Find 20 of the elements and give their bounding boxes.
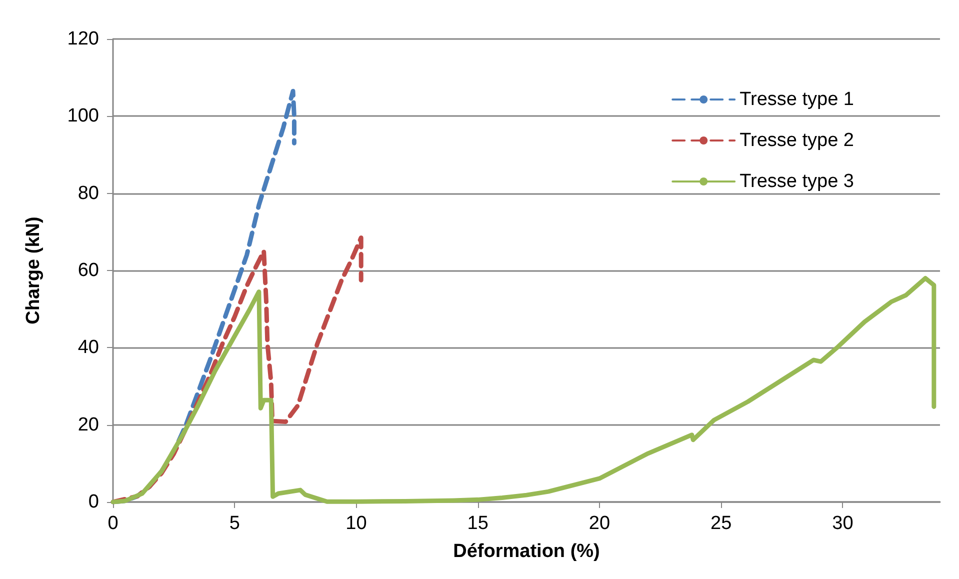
x-tick-label: 25 xyxy=(710,513,732,534)
y-tick-label: 40 xyxy=(78,337,99,358)
y-tick-label: 0 xyxy=(88,492,99,512)
x-axis-title: Déformation (%) xyxy=(453,541,600,562)
x-tick-label: 5 xyxy=(229,513,240,534)
x-tick-label: 15 xyxy=(467,513,488,534)
legend-label: Tresse type 2 xyxy=(740,130,854,151)
y-tick-label: 100 xyxy=(67,106,99,127)
x-tick-label: 20 xyxy=(588,513,610,534)
y-tick-label: 80 xyxy=(78,182,99,204)
legend-label: Tresse type 1 xyxy=(740,89,854,110)
line-series xyxy=(110,276,936,504)
y-tick-label: 60 xyxy=(78,260,99,281)
y-tick-label: 20 xyxy=(78,414,99,436)
x-tick-label: 0 xyxy=(108,513,118,534)
legend-label: Tresse type 3 xyxy=(740,171,854,192)
x-tick-label: 10 xyxy=(346,513,367,534)
x-tick-label: 30 xyxy=(832,513,854,534)
y-tick-label: 120 xyxy=(67,28,99,50)
y-axis-title: Charge (kN) xyxy=(23,216,44,324)
